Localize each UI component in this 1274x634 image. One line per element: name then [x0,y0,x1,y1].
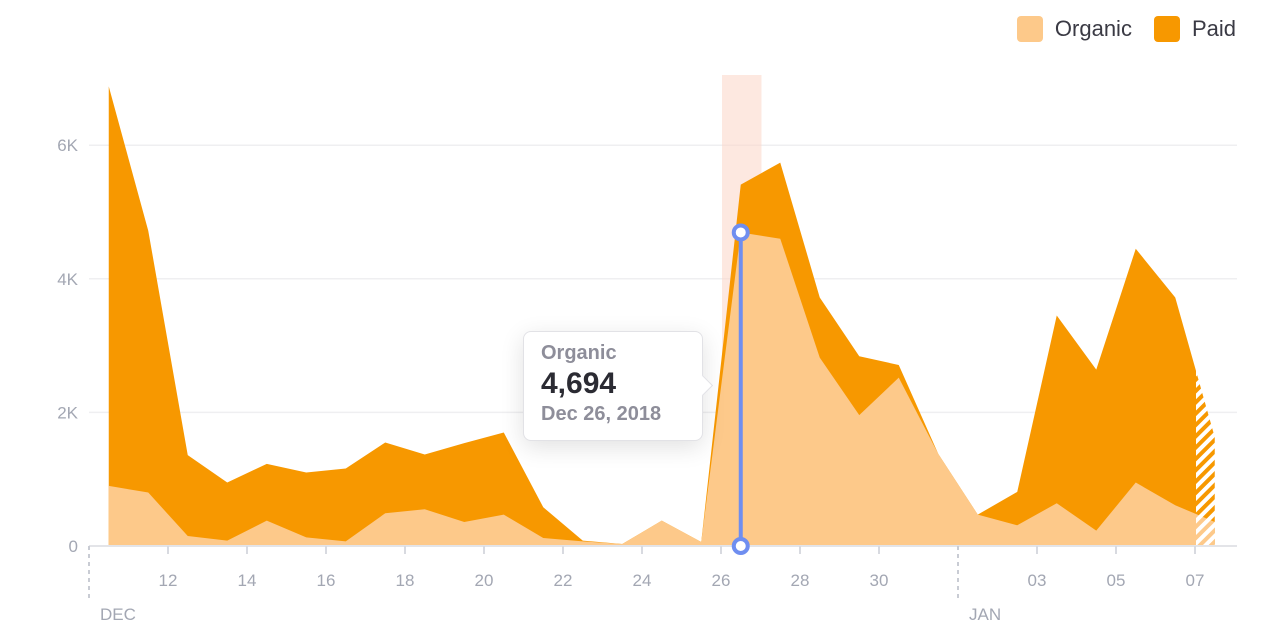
y-tick-label: 2K [57,403,78,422]
x-tick-label: 14 [238,571,257,590]
tooltip-value: 4,694 [541,367,617,400]
hover-cursor [731,223,750,555]
x-tick-label: 24 [633,571,652,590]
tooltip-series: Organic [541,342,617,364]
legend: Organic Paid [1016,16,1236,42]
x-tick-label: 07 [1186,571,1205,590]
x-tick-label: 12 [159,571,178,590]
month-label: DEC [100,605,136,624]
x-tick-label: 20 [475,571,494,590]
organic-area-partial [1196,514,1215,546]
x-axis: 12 14 16 18 20 22 24 26 28 30 03 05 07 DEC JAN [88,545,1237,624]
legend-item-organic[interactable]: Organic [1016,16,1132,42]
x-tick-label: 22 [554,571,573,590]
y-tick-label: 4K [57,270,78,289]
x-tick-label: 18 [396,571,415,590]
tooltip-date: Dec 26, 2018 [541,403,662,425]
paid-area-partial [1196,370,1215,546]
y-tick-label: 0 [69,537,78,556]
x-tick-label: 30 [870,571,889,590]
month-label: JAN [969,605,1001,624]
x-tick-label: 16 [317,571,336,590]
legend-label-paid: Paid [1191,16,1236,41]
x-tick-label: 26 [712,571,731,590]
y-axis-labels: 0 2K 4K 6K [57,136,78,556]
tooltip: Organic 4,694 Dec 26, 2018 [523,331,703,441]
areas [108,86,1215,546]
legend-item-paid[interactable]: Paid [1153,16,1236,42]
paid-swatch [1153,16,1180,42]
y-tick-label: 6K [57,136,78,155]
x-tick-label: 28 [791,571,810,590]
partial-period-areas [1196,370,1215,546]
legend-label-organic: Organic [1054,16,1132,41]
x-tick-label: 03 [1028,571,1047,590]
cursor-point-top [731,223,750,242]
organic-swatch [1016,16,1043,42]
cursor-point-bottom [731,537,750,555]
x-tick-label: 05 [1107,571,1126,590]
solid-areas [108,86,1196,546]
organic-area [108,232,1196,546]
paid-area [108,86,1196,546]
